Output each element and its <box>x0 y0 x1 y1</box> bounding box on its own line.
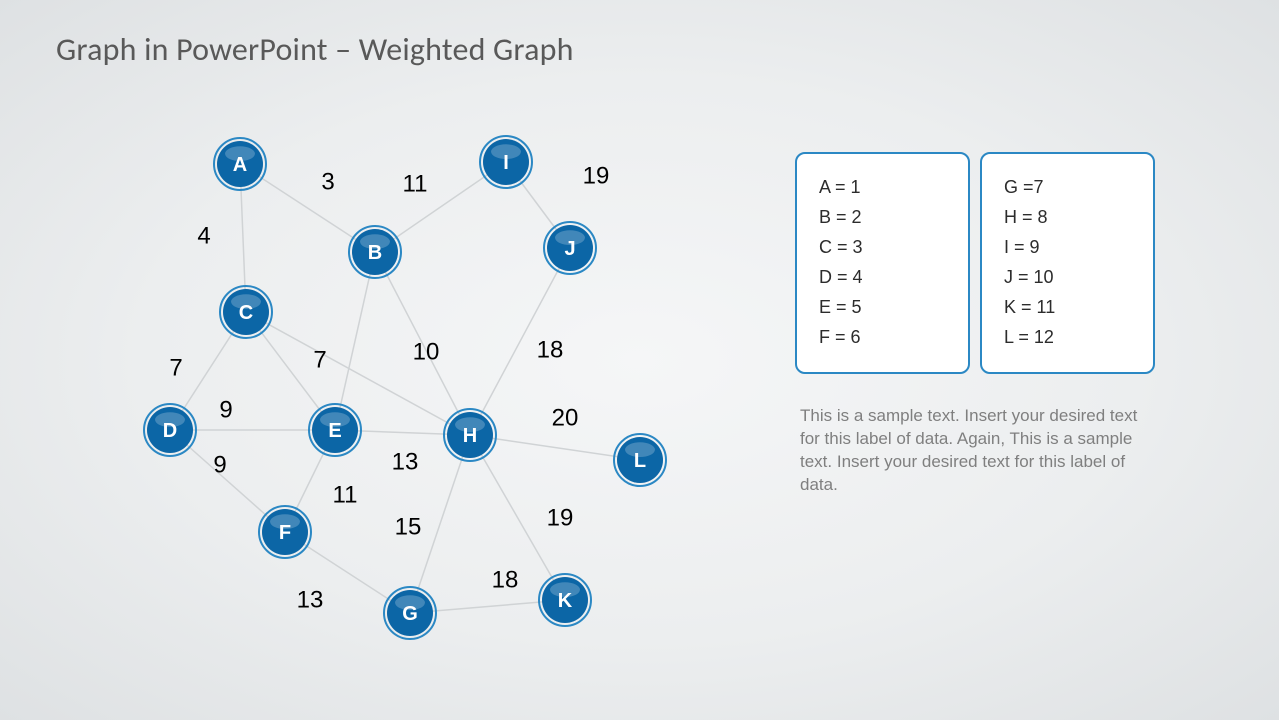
weight-G-K: 18 <box>492 567 519 594</box>
page-title: Graph in PowerPoint – Weighted Graph <box>56 30 574 69</box>
node-label-K: K <box>558 590 573 612</box>
legend-item: I = 9 <box>1004 232 1131 262</box>
legend-box-right: G =7H = 8I = 9J = 10K = 11L = 12 <box>980 152 1155 374</box>
node-A: A <box>214 138 266 190</box>
node-label-I: I <box>503 152 509 174</box>
legend-item: K = 11 <box>1004 292 1131 322</box>
weight-H-L: 20 <box>552 405 579 432</box>
weight-A-B: 3 <box>321 169 334 196</box>
legend-item: B = 2 <box>819 202 946 232</box>
weight-D-F: 9 <box>213 452 226 479</box>
weight-G-H: 15 <box>395 514 422 541</box>
weight-B-I: 11 <box>403 171 428 198</box>
node-label-H: H <box>463 425 477 447</box>
node-label-E: E <box>328 420 341 442</box>
legend-item: D = 4 <box>819 262 946 292</box>
edge-B-I <box>375 162 506 252</box>
node-label-G: G <box>402 603 418 625</box>
node-label-J: J <box>564 238 575 260</box>
node-F: F <box>259 506 311 558</box>
weight-E-H: 13 <box>392 449 419 476</box>
node-H: H <box>444 409 496 461</box>
weight-F-G: 13 <box>297 587 324 614</box>
legend-box-left: A = 1B = 2C = 3D = 4E = 5F = 6 <box>795 152 970 374</box>
node-J: J <box>544 222 596 274</box>
legend-item: E = 5 <box>819 292 946 322</box>
weight-A-C: 4 <box>197 223 210 250</box>
node-label-C: C <box>239 302 253 324</box>
weight-H-K: 19 <box>547 505 574 532</box>
legend-item: L = 12 <box>1004 322 1131 352</box>
legend-item: A = 1 <box>819 172 946 202</box>
legend-item: J = 10 <box>1004 262 1131 292</box>
node-B: B <box>349 226 401 278</box>
node-D: D <box>144 404 196 456</box>
edge-B-E <box>335 252 375 430</box>
weight-B-H: 10 <box>413 339 440 366</box>
node-C: C <box>220 286 272 338</box>
node-L: L <box>614 434 666 486</box>
weight-E-F: 11 <box>333 482 358 509</box>
node-label-A: A <box>233 154 247 176</box>
node-I: I <box>480 136 532 188</box>
node-label-F: F <box>279 522 291 544</box>
node-label-D: D <box>163 420 177 442</box>
weight-J-H: 18 <box>537 337 564 364</box>
weight-D-E: 9 <box>219 397 232 424</box>
description-text: This is a sample text. Insert your desir… <box>800 405 1160 497</box>
node-label-L: L <box>634 450 646 472</box>
legend-item: C = 3 <box>819 232 946 262</box>
edge-D-F <box>170 430 285 532</box>
node-label-B: B <box>368 242 382 264</box>
weighted-graph: 3 4 11 7 10 7 9 9 13 11 13 15 18 20 19 19 18 A B C D E F G H I J K… <box>110 100 750 680</box>
weight-I-J: 19 <box>583 163 610 190</box>
weight-B-E: 7 <box>313 347 326 374</box>
legend-item: F = 6 <box>819 322 946 352</box>
node-G: G <box>384 587 436 639</box>
slide: Graph in PowerPoint – Weighted Graph 3 4 1… <box>0 0 1279 720</box>
legend-item: H = 8 <box>1004 202 1131 232</box>
edge-A-B <box>240 164 375 252</box>
node-K: K <box>539 574 591 626</box>
weight-C-D: 7 <box>169 355 182 382</box>
node-E: E <box>309 404 361 456</box>
legend-item: G =7 <box>1004 172 1131 202</box>
